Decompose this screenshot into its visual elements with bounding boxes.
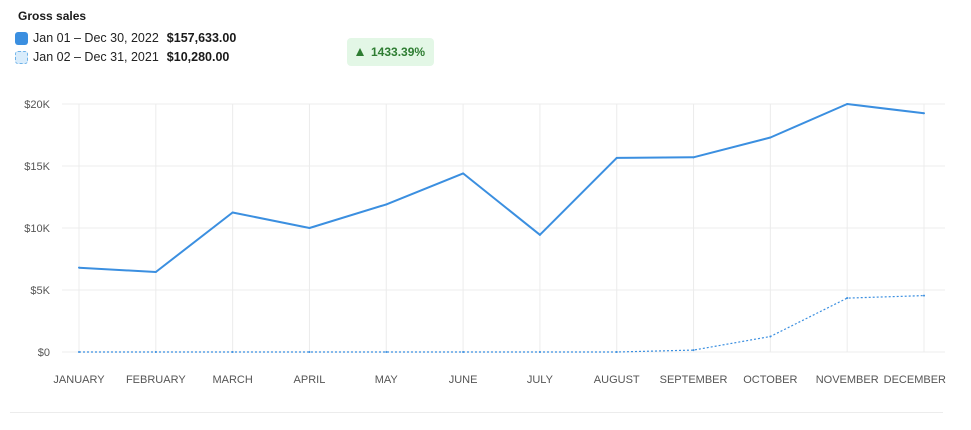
- chart-title: Gross sales: [18, 9, 87, 23]
- y-tick-label: $5K: [30, 285, 50, 297]
- data-point: [385, 203, 388, 206]
- y-tick-label: $15K: [24, 161, 50, 173]
- x-tick-label: MARCH: [212, 374, 252, 386]
- legend-range: Jan 01 – Dec 30, 2022: [33, 31, 159, 45]
- data-point: [923, 294, 925, 297]
- y-tick-label: $10K: [24, 223, 50, 235]
- x-tick-label: APRIL: [294, 374, 326, 386]
- data-point: [462, 351, 465, 353]
- data-point: [231, 351, 234, 353]
- x-tick-label: JULY: [527, 374, 554, 386]
- data-point: [538, 351, 541, 353]
- x-tick-label: NOVEMBER: [816, 374, 879, 386]
- series-line-current: [78, 103, 925, 273]
- legend-range: Jan 02 – Dec 31, 2021: [33, 50, 159, 64]
- data-point: [538, 233, 541, 236]
- data-point: [308, 227, 311, 229]
- series-line-previous: [79, 295, 925, 353]
- change-percent: 1433.39%: [371, 45, 426, 59]
- data-point: [154, 271, 157, 274]
- x-tick-label: AUGUST: [594, 374, 640, 386]
- data-point: [692, 156, 695, 159]
- legend-swatch-dotted-icon: [15, 50, 28, 64]
- x-tick-label: MAY: [375, 374, 399, 386]
- y-tick-label: $20K: [24, 99, 50, 111]
- legend-swatch-solid-icon: [15, 31, 28, 45]
- legend-total: $10,280.00: [166, 50, 230, 64]
- data-point: [692, 349, 695, 352]
- data-point: [154, 351, 157, 353]
- legend-item-current[interactable]: Jan 01 – Dec 30, 2022 $157,633.00: [15, 30, 236, 46]
- y-tick-label: $0: [38, 347, 50, 359]
- x-tick-label: FEBRUARY: [126, 374, 186, 386]
- data-point: [231, 211, 234, 214]
- data-point: [462, 172, 465, 175]
- data-point: [769, 335, 772, 338]
- data-point: [308, 351, 311, 353]
- change-badge: 1433.39%: [347, 38, 435, 66]
- data-point: [78, 266, 80, 269]
- x-tick-label: SEPTEMBER: [660, 374, 728, 386]
- data-point: [846, 103, 849, 105]
- legend-item-previous[interactable]: Jan 02 – Dec 31, 2021 $10,280.00: [15, 49, 229, 65]
- data-point: [615, 351, 618, 353]
- x-tick-label: JANUARY: [53, 374, 105, 386]
- data-point: [846, 297, 849, 300]
- data-point: [923, 112, 925, 115]
- divider: [10, 412, 943, 413]
- data-point: [615, 156, 618, 159]
- x-tick-label: DECEMBER: [884, 374, 946, 386]
- data-point: [385, 351, 388, 353]
- legend-total: $157,633.00: [166, 31, 237, 45]
- triangle-up-icon: [356, 48, 364, 56]
- x-tick-label: JUNE: [449, 374, 478, 386]
- x-tick-label: OCTOBER: [743, 374, 797, 386]
- data-point: [769, 136, 772, 139]
- data-point: [78, 351, 80, 353]
